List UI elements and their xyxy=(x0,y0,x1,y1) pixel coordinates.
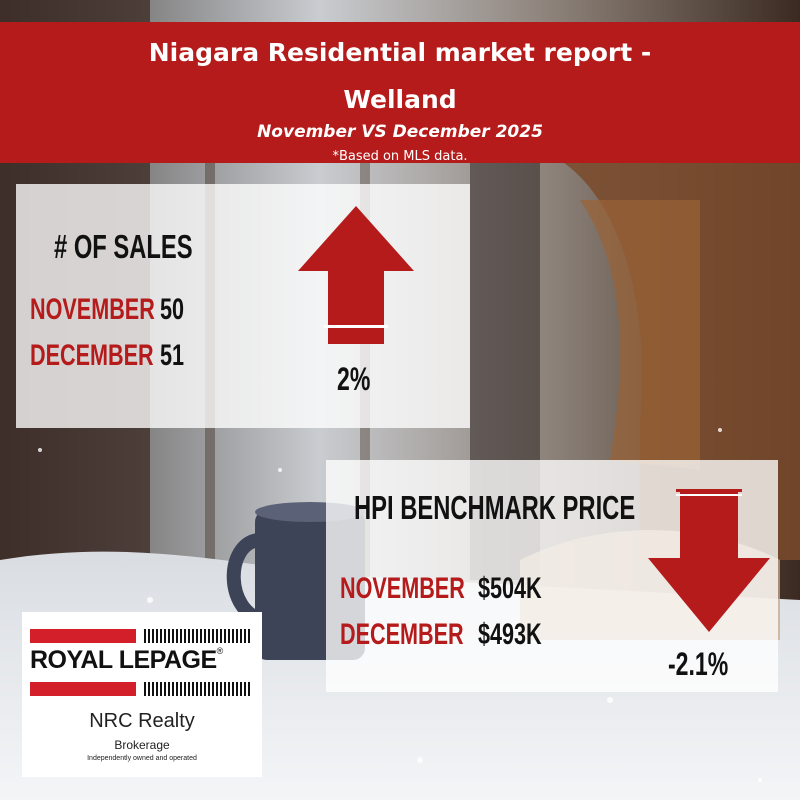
sales-december-label: DECEMBER xyxy=(30,339,154,372)
hpi-december-value: $493K xyxy=(478,618,542,651)
arrow-down-icon xyxy=(648,489,770,632)
report-header: Niagara Residential market report - Well… xyxy=(0,22,800,164)
sales-change-percent: 2% xyxy=(337,361,371,397)
sales-december-value: 51 xyxy=(160,339,185,372)
logo-office-name: NRC Realty xyxy=(89,710,195,732)
hpi-november-value: $504K xyxy=(478,572,542,605)
logo-brand-name: ROYAL LEPAGE® xyxy=(30,646,223,674)
sales-heading: # OF SALES xyxy=(54,228,193,265)
arrow-up-icon xyxy=(298,206,414,344)
report-title-line1: Niagara Residential market report - xyxy=(148,38,652,67)
logo-tagline: Independently owned and operated xyxy=(87,755,197,762)
data-source-note: *Based on MLS data. xyxy=(332,149,468,164)
logo-red-bar-top xyxy=(30,629,136,643)
royal-lepage-logo: ROYAL LEPAGE® NRC Realty Brokerage Indep… xyxy=(22,612,262,777)
sales-november-label: NOVEMBER xyxy=(30,293,155,326)
hpi-heading: HPI BENCHMARK PRICE xyxy=(354,489,636,526)
sales-panel: # OF SALES NOVEMBER 50 DECEMBER 51 2% xyxy=(16,184,470,428)
logo-brokerage: Brokerage xyxy=(114,738,170,752)
logo-stripes-top xyxy=(144,629,252,643)
logo-red-bar-bottom xyxy=(30,682,136,696)
hpi-change-percent: -2.1% xyxy=(668,646,729,682)
sales-november-value: 50 xyxy=(160,293,185,326)
hpi-panel: HPI BENCHMARK PRICE NOVEMBER $504K DECEM… xyxy=(326,460,778,692)
logo-stripes-bottom xyxy=(144,682,252,696)
report-title-line2: Welland xyxy=(343,85,457,114)
hpi-december-label: DECEMBER xyxy=(340,618,464,651)
hpi-november-label: NOVEMBER xyxy=(340,572,465,605)
report-subtitle: November VS December 2025 xyxy=(257,122,543,142)
